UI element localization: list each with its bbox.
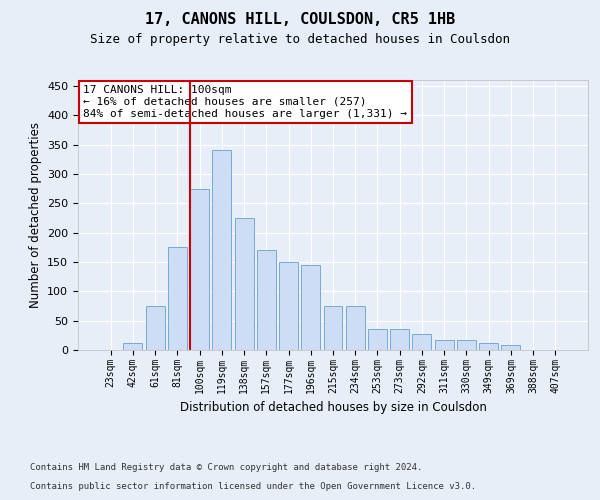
Bar <box>212 150 231 350</box>
Bar <box>279 262 298 350</box>
Bar <box>168 248 187 350</box>
Bar <box>390 330 409 350</box>
Bar <box>190 188 209 350</box>
Text: Size of property relative to detached houses in Coulsdon: Size of property relative to detached ho… <box>90 32 510 46</box>
Text: Contains public sector information licensed under the Open Government Licence v3: Contains public sector information licen… <box>30 482 476 491</box>
Text: 17, CANONS HILL, COULSDON, CR5 1HB: 17, CANONS HILL, COULSDON, CR5 1HB <box>145 12 455 28</box>
Bar <box>368 330 387 350</box>
Bar <box>435 340 454 350</box>
Bar <box>457 340 476 350</box>
Y-axis label: Number of detached properties: Number of detached properties <box>29 122 41 308</box>
Bar <box>235 218 254 350</box>
Bar <box>479 343 498 350</box>
Text: Contains HM Land Registry data © Crown copyright and database right 2024.: Contains HM Land Registry data © Crown c… <box>30 464 422 472</box>
Bar <box>301 265 320 350</box>
Bar <box>323 306 343 350</box>
X-axis label: Distribution of detached houses by size in Coulsdon: Distribution of detached houses by size … <box>179 401 487 414</box>
Text: 17 CANONS HILL: 100sqm
← 16% of detached houses are smaller (257)
84% of semi-de: 17 CANONS HILL: 100sqm ← 16% of detached… <box>83 86 407 118</box>
Bar <box>346 306 365 350</box>
Bar <box>124 343 142 350</box>
Bar <box>257 250 276 350</box>
Bar <box>412 334 431 350</box>
Bar <box>146 306 164 350</box>
Bar <box>502 346 520 350</box>
